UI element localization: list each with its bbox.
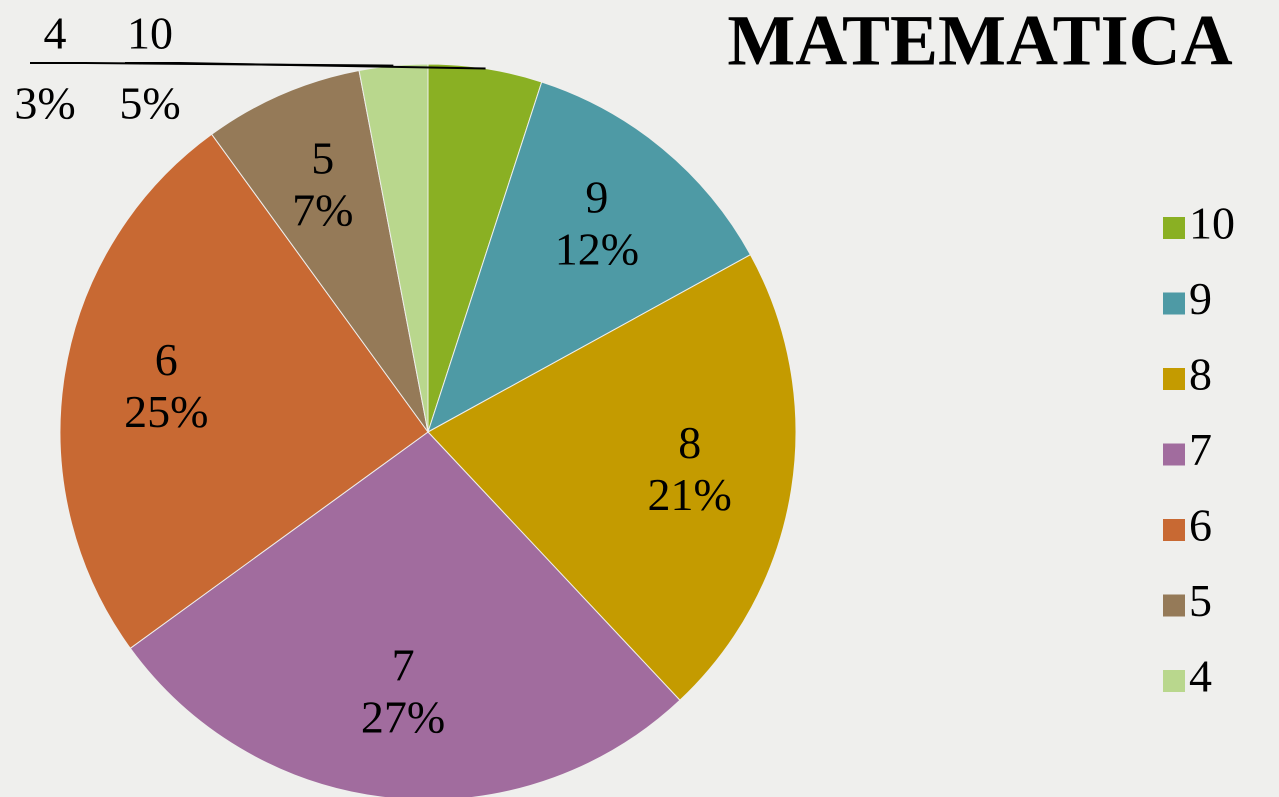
legend-label: 6	[1189, 500, 1212, 551]
data-label-category: 9	[585, 171, 608, 222]
data-label-value: 21%	[648, 469, 732, 520]
data-label-value: 7%	[292, 184, 353, 235]
data-label-value: 25%	[124, 386, 208, 437]
pie-slice	[358, 63, 429, 433]
pie-slice	[427, 254, 797, 701]
data-label-category: 10	[127, 8, 173, 59]
legend-label: 4	[1189, 651, 1212, 702]
legend-swatch	[1163, 217, 1185, 239]
data-label-category: 7	[392, 639, 415, 690]
chart-title: MATEMATICA	[727, 1, 1232, 81]
legend-label: 7	[1189, 424, 1212, 475]
leader-line	[30, 62, 394, 67]
legend-label: 10	[1189, 198, 1235, 249]
data-label-value: 3%	[14, 78, 75, 129]
pie-slice	[210, 69, 429, 433]
legend-swatch	[1163, 670, 1185, 692]
legend-label: 9	[1189, 273, 1212, 324]
legend-swatch	[1163, 519, 1185, 541]
legend-label: 8	[1189, 349, 1212, 400]
legend-label: 5	[1189, 575, 1212, 626]
data-label-value: 27%	[361, 691, 445, 742]
data-label-category: 5	[311, 132, 334, 183]
legend-swatch	[1163, 292, 1185, 315]
pie-slice	[427, 81, 752, 434]
legend-swatch	[1163, 368, 1185, 390]
legend-swatch	[1163, 443, 1185, 466]
data-label-category: 8	[678, 417, 701, 468]
legend-swatch	[1163, 594, 1185, 617]
pie-slice	[59, 133, 429, 650]
data-label-category: 4	[44, 8, 67, 59]
data-label-category: 6	[155, 334, 178, 385]
pie-slice	[129, 431, 681, 797]
data-label-value: 12%	[555, 223, 639, 274]
data-label-value: 5%	[119, 78, 180, 129]
